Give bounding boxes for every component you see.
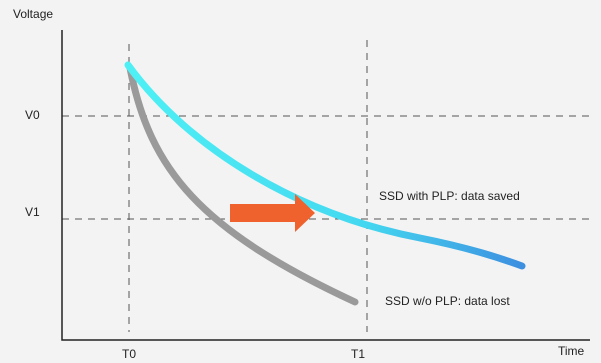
arrow	[230, 194, 315, 232]
level-label: V0	[25, 108, 40, 122]
curve-label: SSD with PLP: data saved	[379, 189, 520, 203]
curve-label: SSD w/o PLP: data lost	[385, 294, 510, 308]
axes	[61, 30, 590, 341]
curve-without-plp	[126, 64, 359, 306]
time-label: T1	[351, 347, 365, 361]
level-label: V1	[25, 205, 40, 219]
y-axis-label: Voltage	[13, 7, 53, 21]
x-axis-label: Time	[558, 344, 585, 358]
curve-with-plp	[124, 61, 526, 270]
time-label: T0	[122, 347, 136, 361]
